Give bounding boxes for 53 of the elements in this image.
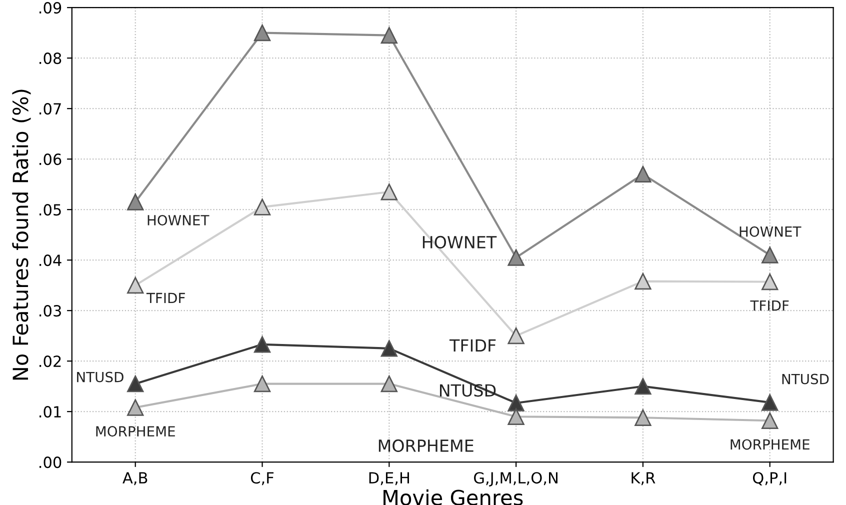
point (762, 394, 778, 411)
point (127, 276, 144, 294)
annotation: MORPHEME (96, 426, 175, 437)
point (254, 24, 271, 42)
annotation: HOWNET (148, 214, 210, 226)
x-tick-label: K,R (632, 472, 656, 486)
annotation: MORPHEME (730, 439, 810, 450)
x-tick-label: G,J,M,L,O,N (474, 472, 558, 486)
y-tick-label: .03 (40, 305, 61, 317)
x-tick-label: A,B (122, 472, 148, 486)
y-tick-label: .08 (40, 52, 62, 64)
x-axis-title: Movie Genres (384, 489, 523, 505)
x-tick-label: Q,P,I (752, 472, 786, 486)
annotation: TFIDF (449, 339, 496, 352)
annotation: HOWNET (740, 226, 802, 237)
x-tick-label: C,F (250, 472, 274, 486)
point (254, 336, 271, 353)
point (380, 27, 398, 44)
y-tick-label: .05 (40, 204, 61, 216)
point (380, 375, 398, 392)
annotation: NTUSD (782, 374, 829, 384)
point (508, 327, 524, 344)
annotation: NTUSD (77, 372, 124, 382)
point (634, 166, 652, 183)
y-tick-label: .06 (40, 154, 62, 166)
point (127, 194, 144, 210)
y-axis-title: No Features found Ratio (%) (12, 90, 31, 380)
y-tick-label: .09 (40, 2, 62, 14)
point (380, 184, 398, 200)
point (762, 246, 778, 264)
point (634, 272, 652, 290)
point (634, 378, 652, 395)
point (508, 249, 524, 266)
point (762, 273, 778, 290)
point (762, 412, 778, 429)
point (634, 409, 652, 426)
y-tick-label: .07 (40, 103, 61, 115)
annotation: TFIDF (146, 292, 185, 304)
y-tick-label: .00 (40, 456, 62, 468)
annotation: MORPHEME (378, 439, 474, 452)
point (508, 408, 524, 425)
annotation: TFIDF (750, 300, 789, 311)
point (254, 198, 271, 216)
point (254, 375, 271, 392)
y-tick-label: .01 (40, 406, 61, 418)
y-tick-label: .02 (40, 356, 61, 368)
point (127, 399, 144, 416)
point (508, 394, 524, 412)
x-tick-label: D,E,H (369, 472, 409, 486)
point (380, 340, 398, 357)
point (127, 375, 144, 392)
y-tick-label: .04 (40, 254, 62, 266)
annotation: HOWNET (422, 236, 497, 248)
